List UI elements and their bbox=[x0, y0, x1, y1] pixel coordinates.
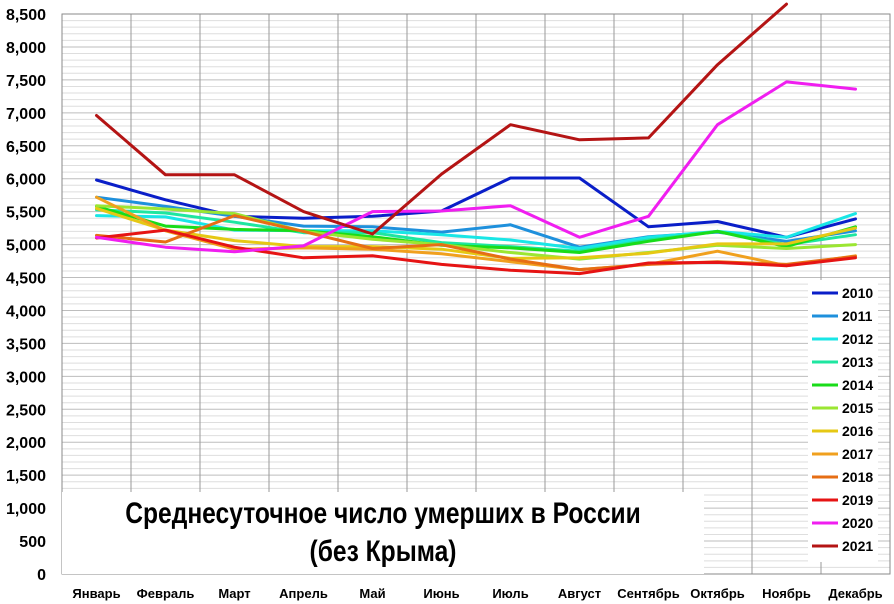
x-tick-label: Июль bbox=[492, 586, 528, 601]
y-tick-label: 7,500 bbox=[6, 73, 46, 90]
y-tick-label: 4,000 bbox=[6, 303, 46, 320]
y-tick-label: 3,000 bbox=[6, 369, 46, 386]
x-tick-label: Август bbox=[558, 586, 601, 601]
x-tick-label: Май bbox=[359, 586, 385, 601]
series-line-2015 bbox=[95, 204, 857, 261]
chart-grid bbox=[61, 13, 891, 575]
series-line-2016 bbox=[95, 206, 857, 260]
y-tick-label: 2,000 bbox=[6, 435, 46, 452]
series-line-2020 bbox=[95, 80, 857, 254]
legend-label-2015: 2015 bbox=[842, 400, 873, 416]
y-tick-label: 4,500 bbox=[6, 271, 46, 288]
series-line-2021 bbox=[95, 2, 788, 236]
x-tick-label: Февраль bbox=[137, 586, 195, 601]
x-tick-label: Декабрь bbox=[828, 586, 882, 601]
legend-label-2011: 2011 bbox=[842, 308, 873, 324]
x-tick-label: Июнь bbox=[423, 586, 459, 601]
y-tick-label: 0 bbox=[37, 567, 46, 584]
series-line-2019 bbox=[95, 228, 857, 276]
y-tick-label: 500 bbox=[19, 534, 46, 551]
x-tick-label: Сентябрь bbox=[617, 586, 679, 601]
y-tick-label: 3,500 bbox=[6, 336, 46, 353]
series-lines bbox=[95, 2, 857, 276]
legend-label-2019: 2019 bbox=[842, 492, 873, 508]
y-tick-label: 5,000 bbox=[6, 238, 46, 255]
x-tick-label: Ноябрь bbox=[762, 586, 811, 601]
chart-title-box: Среднесуточное число умерших в России (б… bbox=[62, 492, 704, 574]
series-line-2017 bbox=[95, 195, 857, 272]
y-tick-label: 1,500 bbox=[6, 468, 46, 485]
series-line-2014 bbox=[95, 204, 857, 254]
legend: 2010 2011 2012 2013 2014 2015 2016 2017 2018 2019… bbox=[808, 280, 878, 562]
legend-label-2021: 2021 bbox=[842, 538, 873, 554]
y-tick-label: 7,000 bbox=[6, 106, 46, 123]
y-tick-label: 8,000 bbox=[6, 40, 46, 57]
legend-label-2018: 2018 bbox=[842, 469, 873, 485]
legend-label-2012: 2012 bbox=[842, 331, 873, 347]
y-axis-tick-labels: 0 500 1,000 1,500 2,000 2,500 3,000 3,500 4,000 4… bbox=[6, 7, 46, 584]
legend-label-2017: 2017 bbox=[842, 446, 873, 462]
legend-label-2010: 2010 bbox=[842, 285, 873, 301]
chart-title: Среднесуточное число умерших в России (б… bbox=[125, 497, 641, 568]
x-axis-tick-labels: Январь Февраль Март Апрель Май Июнь Июль Август… bbox=[72, 586, 882, 601]
y-tick-label: 8,500 bbox=[6, 7, 46, 24]
plot-area-border bbox=[61, 13, 891, 575]
y-tick-label: 5,500 bbox=[6, 205, 46, 222]
y-tick-label: 2,500 bbox=[6, 402, 46, 419]
y-tick-label: 6,500 bbox=[6, 139, 46, 156]
x-tick-label: Апрель bbox=[279, 586, 328, 601]
legend-label-2013: 2013 bbox=[842, 354, 873, 370]
x-tick-label: Январь bbox=[72, 586, 120, 601]
x-tick-label: Октябрь bbox=[690, 586, 745, 601]
x-tick-label: Март bbox=[218, 586, 250, 601]
legend-label-2020: 2020 bbox=[842, 515, 873, 531]
y-tick-label: 1,000 bbox=[6, 501, 46, 518]
legend-box bbox=[808, 280, 878, 562]
legend-label-2014: 2014 bbox=[842, 377, 873, 393]
y-tick-label: 6,000 bbox=[6, 172, 46, 189]
legend-label-2016: 2016 bbox=[842, 423, 873, 439]
